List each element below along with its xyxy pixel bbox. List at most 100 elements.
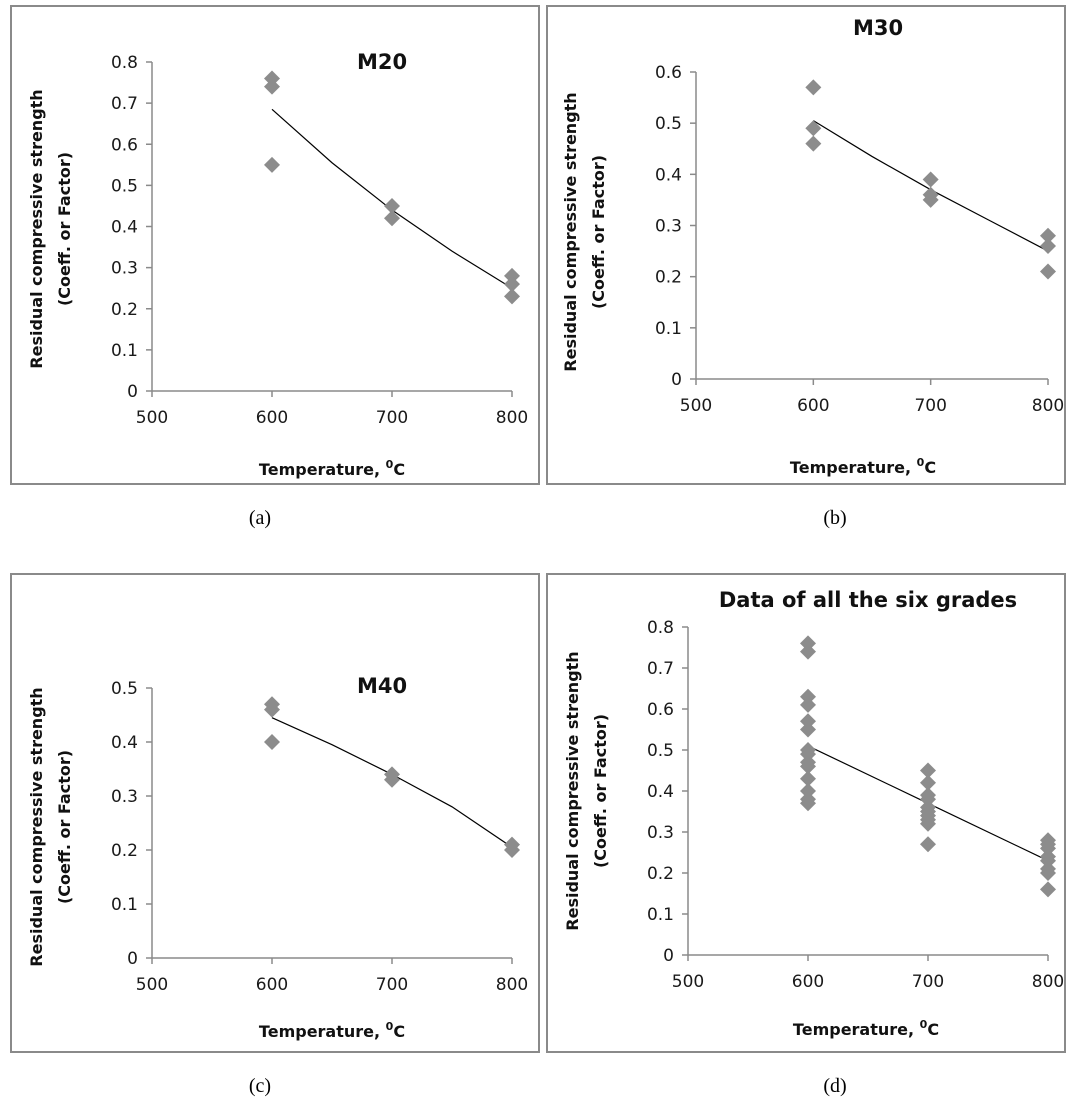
- data-point: [504, 288, 520, 305]
- data-point: [805, 79, 822, 96]
- x-tick-label: 600: [792, 972, 824, 992]
- y-axis-label-line2: (Coeff. or Factor): [591, 714, 610, 868]
- x-axis-label-unit: C: [393, 1022, 405, 1041]
- data-point: [264, 156, 280, 173]
- chart-m20: 0 0.1 0.2 0.3 0.4 0.5 0.6 0.7 0.8 500 600 700 800 M20…: [27, 50, 528, 479]
- y-tick-label: 0.2: [647, 864, 674, 884]
- x-tick-label: 500: [672, 972, 704, 992]
- data-point: [800, 783, 816, 799]
- data-point: [922, 191, 939, 208]
- data-point: [1040, 840, 1056, 857]
- chart-m40: 0 0.1 0.2 0.3 0.4 0.5 500 600 700 800 M40 Residual …: [27, 674, 528, 1041]
- caption-a: (a): [248, 507, 272, 529]
- x-axis-label: Temperature, 0C: [790, 456, 936, 477]
- data-point: [384, 210, 400, 227]
- x-tick-label: 700: [912, 972, 944, 992]
- y-tick-label: 0.4: [647, 782, 674, 802]
- caption-b: (b): [823, 507, 847, 529]
- panel-m40: 0 0.1 0.2 0.3 0.4 0.5 500 600 700 800 M40 Residual …: [10, 573, 540, 1053]
- chart-title: M40: [357, 674, 407, 698]
- y-tick-label: 0.3: [111, 787, 138, 807]
- x-axis-label: Temperature, 0C: [259, 1020, 405, 1041]
- data-point: [1040, 881, 1056, 898]
- data-point: [1040, 227, 1056, 244]
- y-tick-label: 0.4: [655, 165, 682, 185]
- y-tick-label: 0: [127, 382, 138, 402]
- data-point: [1040, 263, 1056, 280]
- x-axis-label-superscript: 0: [386, 1020, 394, 1033]
- x-tick-label: 600: [797, 396, 829, 416]
- y-tick-label: 0.3: [111, 259, 138, 279]
- panel-m30: 0 0.1 0.2 0.3 0.4 0.5 0.6 500 600 700 800 M30 Residu…: [546, 5, 1066, 485]
- data-point: [384, 771, 400, 788]
- y-tick-label: 0.8: [647, 618, 674, 638]
- x-tick-label: 800: [496, 975, 528, 995]
- y-tick-label: 0.2: [111, 841, 138, 861]
- y-axis-label-line2: (Coeff. or Factor): [55, 152, 74, 306]
- y-tick-label: 0.7: [111, 94, 138, 114]
- y-axis-label-line2: (Coeff. or Factor): [589, 155, 608, 309]
- data-point: [1040, 852, 1056, 869]
- y-tick-label: 0: [663, 946, 674, 966]
- y-tick-label: 0.4: [111, 218, 138, 238]
- x-axis-label-text: Temperature,: [259, 1022, 386, 1041]
- y-tick-label: 0.5: [655, 114, 682, 134]
- chart-all-grades: 0 0.1 0.2 0.3 0.4 0.5 0.6 0.7 0.8 500 600 700 800 Dat…: [563, 588, 1064, 1039]
- x-axis-label-text: Temperature,: [793, 1020, 920, 1039]
- data-point: [920, 762, 936, 779]
- data-point: [800, 688, 816, 705]
- data-point: [800, 635, 816, 652]
- y-tick-label: 0.6: [655, 63, 682, 83]
- data-point: [264, 70, 280, 87]
- chart-m30: 0 0.1 0.2 0.3 0.4 0.5 0.6 500 600 700 800 M30 Residu…: [561, 16, 1064, 477]
- y-tick-label: 0.8: [111, 53, 138, 73]
- y-tick-label: 0.3: [647, 823, 674, 843]
- y-axis-label-line2: (Coeff. or Factor): [55, 750, 74, 904]
- y-tick-label: 0.5: [647, 741, 674, 761]
- x-axis-label-unit: C: [393, 460, 405, 479]
- y-tick-label: 0.6: [111, 135, 138, 155]
- x-tick-label: 700: [914, 396, 946, 416]
- data-point: [800, 643, 816, 660]
- y-tick-label: 0.4: [111, 733, 138, 753]
- data-point: [1040, 865, 1056, 881]
- data-point: [800, 746, 816, 763]
- y-tick-label: 0.1: [111, 341, 138, 361]
- data-point: [384, 197, 400, 214]
- y-tick-label: 0.1: [111, 895, 138, 915]
- x-axis-label-superscript: 0: [386, 458, 394, 471]
- panel-m20: 0 0.1 0.2 0.3 0.4 0.5 0.6 0.7 0.8 500 600 700 800 M20…: [10, 5, 540, 485]
- x-axis-label-superscript: 0: [920, 1018, 928, 1031]
- data-point: [920, 791, 936, 808]
- data-point: [920, 774, 936, 791]
- y-tick-label: 0.6: [647, 700, 674, 720]
- x-axis-label-text: Temperature,: [259, 460, 386, 479]
- data-point: [264, 78, 280, 95]
- caption-c: (c): [248, 1075, 272, 1097]
- data-point: [264, 734, 280, 750]
- chart-title: M20: [357, 50, 407, 74]
- x-tick-label: 600: [256, 975, 288, 995]
- data-point: [800, 696, 816, 713]
- data-point: [1040, 237, 1056, 254]
- data-point: [800, 770, 816, 787]
- data-point: [504, 276, 520, 293]
- y-axis-label: Residual compressive strength: [27, 89, 46, 368]
- y-tick-label: 0.3: [655, 217, 682, 237]
- y-tick-label: 0.2: [655, 268, 682, 288]
- y-tick-label: 0: [127, 949, 138, 969]
- data-point: [264, 701, 280, 718]
- x-tick-label: 700: [376, 975, 408, 995]
- x-tick-label: 700: [376, 408, 408, 428]
- y-tick-label: 0.1: [647, 905, 674, 925]
- data-point: [920, 836, 936, 853]
- data-point: [800, 795, 816, 812]
- x-axis-label-unit: C: [927, 1020, 939, 1039]
- x-axis-label-unit: C: [924, 458, 936, 477]
- y-axis-label: Residual compressive strength: [561, 92, 580, 371]
- y-tick-label: 0.7: [647, 659, 674, 679]
- y-tick-label: 0.5: [111, 176, 138, 196]
- x-axis-label-superscript: 0: [917, 456, 925, 469]
- x-axis-label: Temperature, 0C: [793, 1018, 939, 1039]
